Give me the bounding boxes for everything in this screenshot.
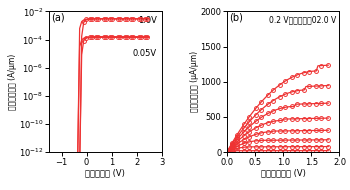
Y-axis label: ドレイン電流 (μA/μm): ドレイン電流 (μA/μm) xyxy=(190,51,199,112)
Text: (a): (a) xyxy=(51,13,65,23)
Text: 0.05V: 0.05V xyxy=(133,49,157,58)
Y-axis label: ドレイン電流 (A/μm): ドレイン電流 (A/μm) xyxy=(8,54,18,110)
X-axis label: ゲート電圧 (V): ゲート電圧 (V) xyxy=(85,168,125,177)
X-axis label: ドレイン電圧 (V): ドレイン電圧 (V) xyxy=(261,168,306,177)
Text: (b): (b) xyxy=(229,13,243,23)
Text: 0.2 V割み、最大02.0 V: 0.2 V割み、最大02.0 V xyxy=(269,16,336,25)
Text: 1.0V: 1.0V xyxy=(138,16,157,25)
